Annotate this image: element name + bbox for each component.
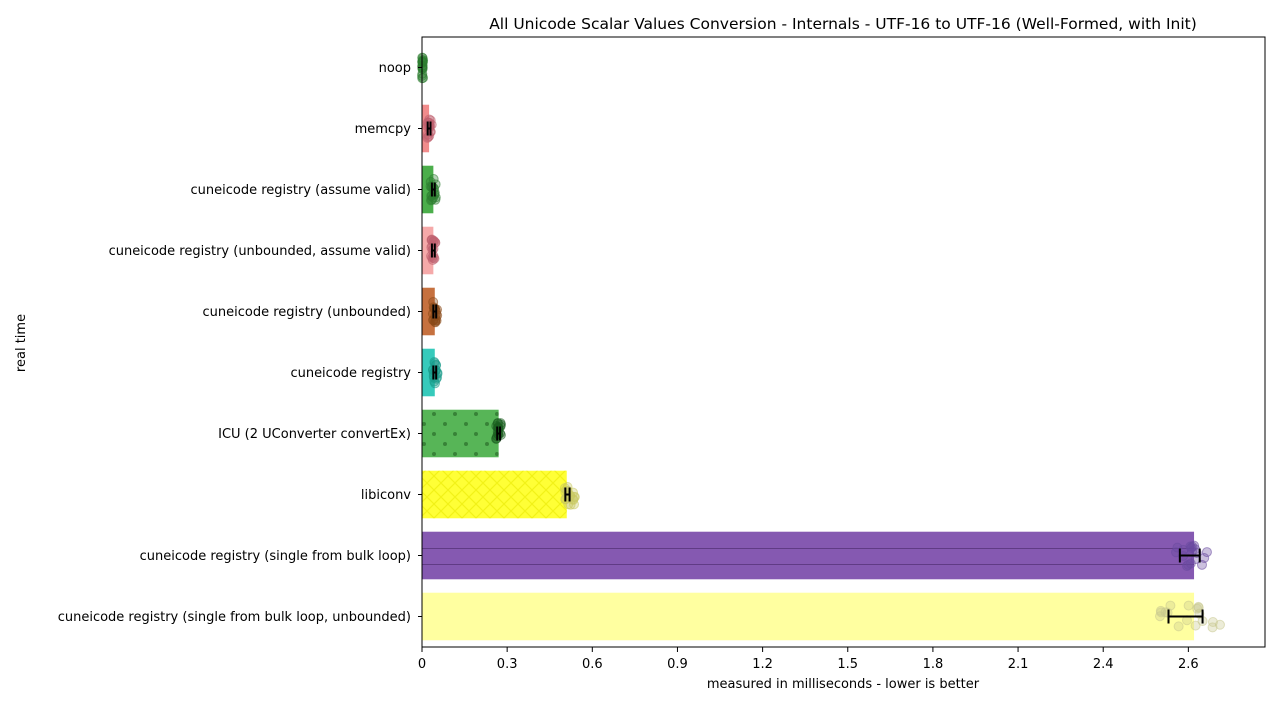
sample-point [429,356,440,367]
x-tick-label: 2.1 [1008,657,1029,672]
sample-point [1187,541,1198,552]
sample-point [1207,622,1218,633]
x-axis-label: measured in milliseconds - lower is bett… [707,677,980,692]
sample-point [1192,603,1203,614]
sample-point [424,130,435,141]
x-tick-label: 1.5 [837,657,858,672]
bar [422,592,1195,641]
y-tick-label: cuneicode registry (unbounded, assume va… [109,244,411,259]
x-tick-label: 0.9 [667,657,688,672]
bar [422,348,435,397]
sample-point [1199,553,1210,564]
y-tick-label: cuneicode registry (single from bulk loo… [58,610,411,625]
y-tick-label: cuneicode registry (unbounded) [203,305,412,320]
x-tick-label: 0.6 [582,657,603,672]
y-axis: noop memcpy cuneicode registry (assume val… [58,61,422,625]
sample-point [417,56,428,67]
x-tick-label: 0.3 [497,657,518,672]
bar-hatch [422,470,567,519]
y-tick-label: memcpy [355,122,412,137]
y-tick-label: noop [379,61,411,76]
bar-hatch [422,409,499,458]
sample-point [1207,617,1218,628]
y-axis-label: real time [14,314,29,372]
x-tick-label: 1.8 [923,657,944,672]
y-tick-label: libiconv [361,488,411,503]
sample-point [1183,600,1194,611]
sample-point [1181,561,1192,572]
sample-point [1201,547,1212,558]
y-tick-label: cuneicode registry [290,366,411,381]
y-tick-label: cuneicode registry (assume valid) [190,183,411,198]
x-tick-label: 1.2 [752,657,773,672]
bar [422,531,1195,580]
x-tick-label: 2.4 [1093,657,1114,672]
x-axis: 0 0.3 0.6 0.9 1.2 1.5 1.8 2.1 2.4 2.6 [418,647,1199,672]
plot-frame [421,36,1266,648]
y-tick-label: ICU (2 UConverter convertEx) [218,427,411,442]
plot-layer [417,52,1225,641]
sample-point [1190,620,1201,631]
x-tick-label: 2.6 [1178,657,1199,672]
x-tick-label: 0 [418,657,426,672]
sample-point [1173,621,1184,632]
chart-title: All Unicode Scalar Values Conversion - I… [489,15,1197,33]
y-tick-label: cuneicode registry (single from bulk loo… [140,549,411,564]
